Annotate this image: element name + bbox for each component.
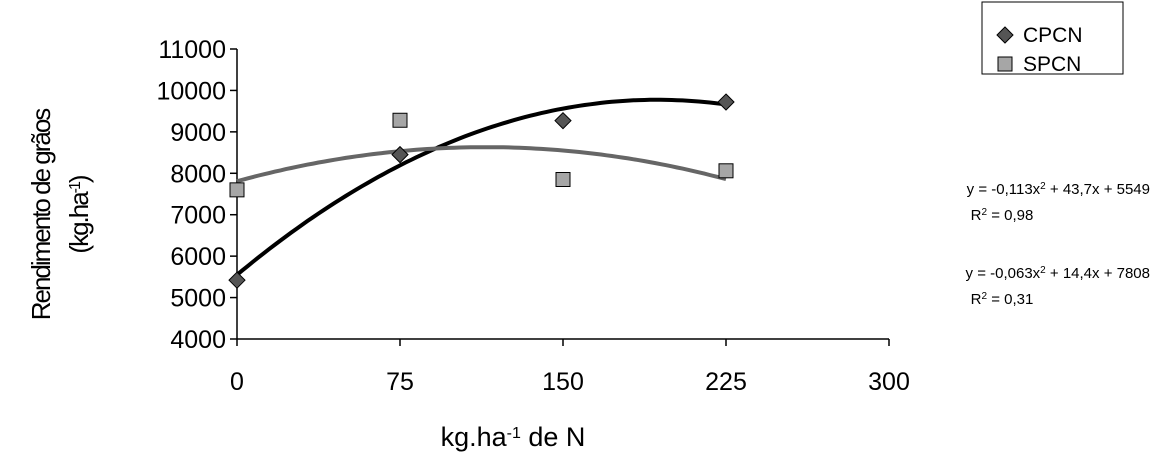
legend-marker-cpcn — [996, 26, 1014, 44]
trend-lines — [235, 97, 727, 277]
y-tick-label: 11000 — [158, 36, 226, 64]
data-markers — [228, 93, 735, 289]
point-spcn — [229, 182, 245, 198]
x-tick-label: 75 — [386, 368, 414, 396]
y-tick-label: 4000 — [170, 326, 226, 354]
x-ticks: 0 75 150 225 300 — [230, 339, 910, 396]
y-tick-label: 10000 — [156, 77, 226, 105]
y-tick-label: 7000 — [170, 202, 226, 230]
y-axis-title: Rendimento de grãos (kg.ha-1) — [26, 108, 94, 321]
x-tick-label: 150 — [542, 368, 584, 396]
x-tick-label: 300 — [868, 368, 910, 396]
y-tick-label: 5000 — [170, 285, 226, 313]
equation-cpcn: y = -0,113x2 + 43,7x + 5549 R2 = 0,98 — [967, 181, 1150, 225]
y-ticks: 4000 5000 6000 7000 8000 9000 10000 11000 — [156, 36, 237, 354]
equation-spcn-text: y = -0,063x2 + 14,4x + 7808 — [966, 265, 1150, 283]
x-axis-title: kg.ha-1 de N — [441, 422, 586, 452]
y-axis-title-line1: Rendimento de grãos — [26, 108, 56, 321]
x-tick-label: 0 — [230, 368, 244, 396]
point-cpcn — [391, 145, 409, 164]
point-cpcn — [228, 271, 246, 289]
r2-spcn-text: R2 = 0,31 — [971, 291, 1034, 309]
point-spcn — [718, 163, 734, 179]
point-cpcn — [554, 111, 572, 130]
y-tick-label: 9000 — [170, 119, 226, 147]
legend-marker-spcn — [997, 56, 1013, 72]
point-spcn — [392, 112, 408, 128]
trend-line-cpcn — [235, 97, 727, 277]
trend-line-spcn — [236, 145, 727, 184]
legend-label-spcn: SPCN — [1023, 53, 1081, 76]
r2-cpcn-text: R2 = 0,98 — [971, 207, 1034, 225]
point-cpcn — [717, 93, 735, 111]
legend: CPCN SPCN — [981, 1, 1124, 76]
equation-cpcn-text: y = -0,113x2 + 43,7x + 5549 — [967, 181, 1150, 199]
legend-label-cpcn: CPCN — [1023, 24, 1083, 47]
y-tick-label: 8000 — [170, 160, 226, 188]
y-tick-label: 6000 — [170, 243, 226, 271]
equation-spcn: y = -0,063x2 + 14,4x + 7808 R2 = 0,31 — [966, 265, 1150, 309]
x-tick-label: 225 — [705, 368, 747, 396]
point-spcn — [555, 172, 571, 187]
y-axis-title-line2: (kg.ha-1) — [64, 175, 94, 254]
